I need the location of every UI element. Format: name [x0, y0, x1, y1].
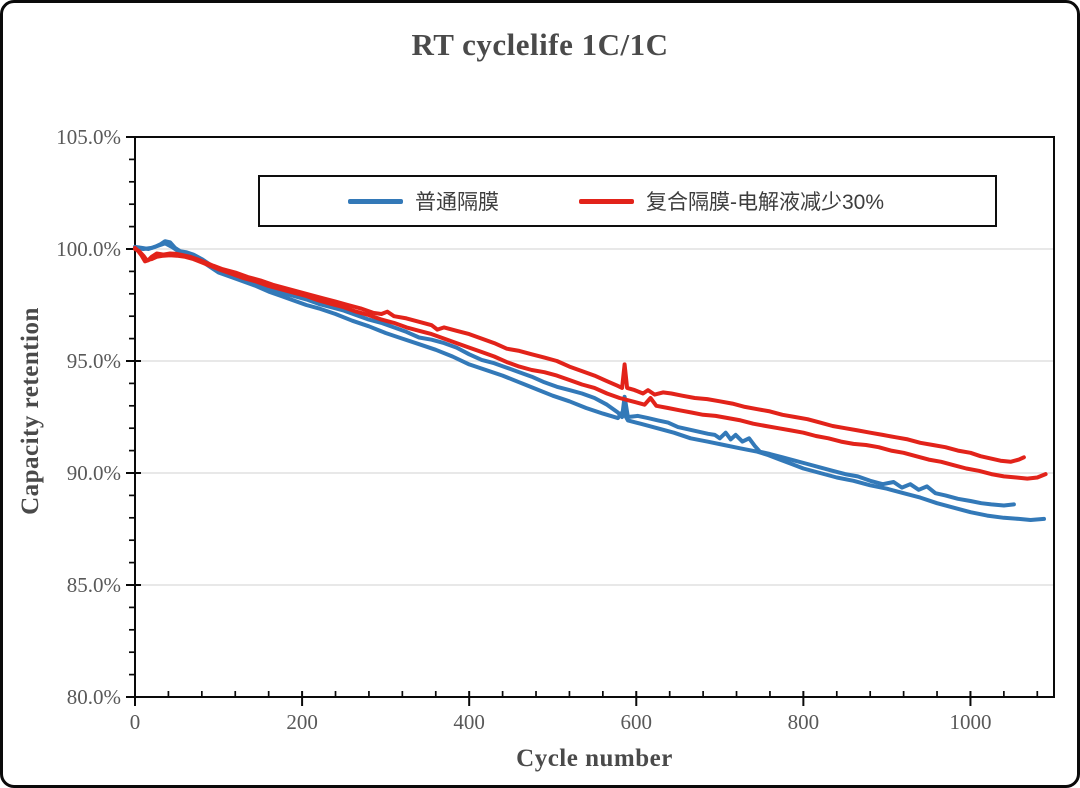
y-tick-label: 95.0% [67, 349, 121, 373]
y-tick-label: 105.0% [56, 125, 121, 149]
y-axis-title: Capacity retention [17, 307, 44, 515]
x-tick-label: 800 [788, 710, 820, 734]
series-line-red-2 [133, 247, 1048, 481]
legend-swatch-red [579, 198, 634, 204]
y-tick-label: 100.0% [56, 237, 121, 261]
x-tick-label: 0 [130, 710, 141, 734]
plot-area: 80.0% 85.0% 90.0% 95.0% 100.0% 105.0% 0 200 400 6… [56, 125, 1055, 734]
x-tick-label: 1000 [949, 710, 991, 734]
x-tick-label: 600 [621, 710, 653, 734]
legend-swatch-blue [348, 198, 403, 204]
x-tick-label: 400 [453, 710, 485, 734]
chart-title: RT cyclelife 1C/1C [411, 27, 669, 62]
legend-item-ordinary-separator: 普通隔膜 [348, 186, 499, 216]
x-axis-title: Cycle number [516, 745, 673, 772]
y-tick-label: 90.0% [67, 461, 121, 485]
legend: 普通隔膜 复合隔膜-电解液减少30% [258, 175, 997, 227]
x-tick-label: 200 [286, 710, 318, 734]
plot-border [134, 136, 1055, 698]
y-tick-label: 80.0% [67, 685, 121, 709]
series-line-red-1 [133, 245, 1026, 464]
legend-item-composite-separator: 复合隔膜-电解液减少30% [579, 186, 884, 216]
series-line-blue-2 [133, 241, 1046, 522]
legend-label: 普通隔膜 [415, 191, 499, 214]
legend-label: 复合隔膜-电解液减少30% [646, 191, 885, 214]
y-tick-label: 85.0% [67, 573, 121, 597]
